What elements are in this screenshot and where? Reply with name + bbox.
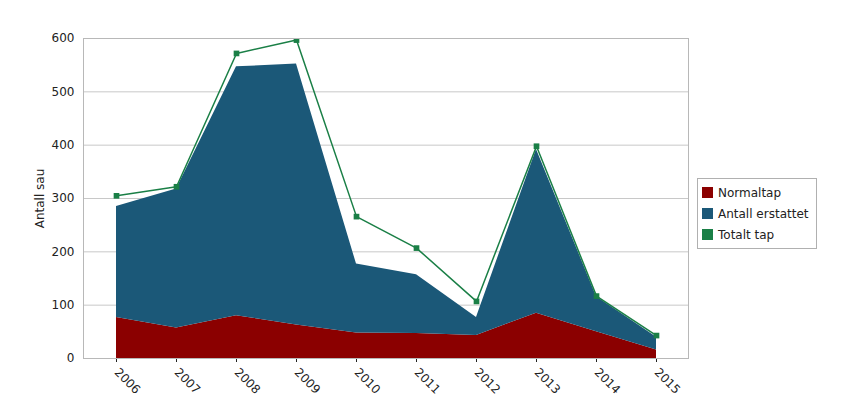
html-text:Normaltap: Normaltap (718, 185, 782, 200)
svg-text:100: 100 (52, 298, 75, 312)
svg-text:2015: 2015 (652, 365, 683, 396)
svg-text:2007: 2007 (172, 365, 203, 396)
svg-text:2009: 2009 (292, 365, 323, 396)
svg-text:2014: 2014 (592, 365, 623, 396)
svg-text:2006: 2006 (112, 365, 143, 396)
svg-text:500: 500 (52, 85, 75, 99)
svg-text:300: 300 (52, 191, 75, 205)
svg-text:Antall sau: Antall sau (33, 169, 47, 229)
svg-text:400: 400 (52, 138, 75, 152)
html-text:Antall erstattet: Antall erstattet (718, 206, 809, 221)
svg-text:2010: 2010 (352, 365, 383, 396)
svg-text:0: 0 (67, 351, 75, 365)
html-text:Totalt tap: Totalt tap (718, 227, 775, 242)
svg-text:2011: 2011 (412, 365, 443, 396)
svg-text:2013: 2013 (532, 365, 563, 396)
svg-text:600: 600 (52, 31, 75, 45)
svg-text:200: 200 (52, 245, 75, 259)
svg-text:2012: 2012 (472, 365, 503, 396)
svg-text:2008: 2008 (232, 365, 263, 396)
